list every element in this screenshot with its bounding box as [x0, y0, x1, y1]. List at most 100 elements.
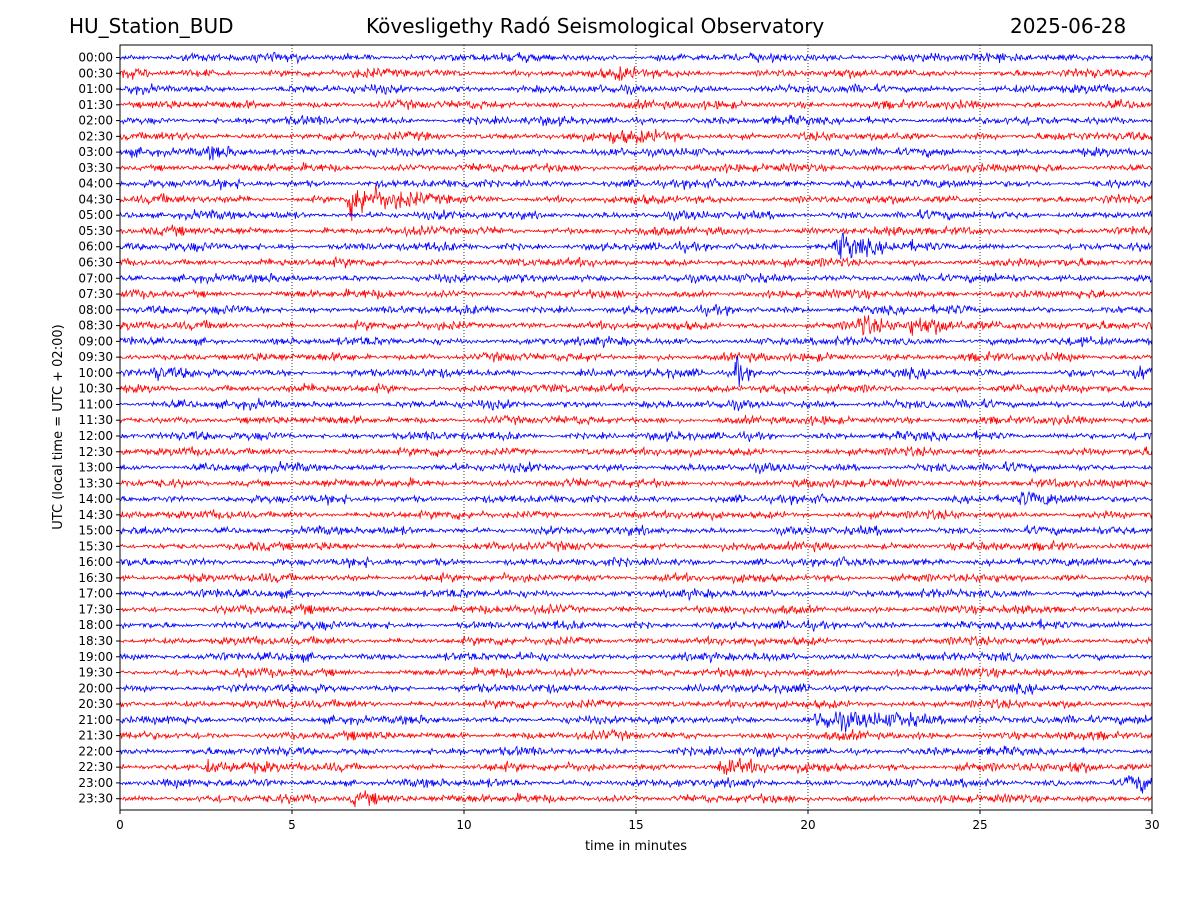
y-tick-label: 17:30	[78, 602, 113, 616]
y-tick-label: 22:00	[78, 744, 113, 758]
y-tick-label: 01:30	[78, 98, 113, 112]
trace-0900	[119, 335, 1153, 348]
x-tick-label: 0	[116, 818, 124, 832]
trace-0830	[119, 315, 1153, 337]
y-tick-label: 19:30	[78, 666, 113, 680]
trace-0400	[119, 177, 1153, 191]
y-tick-label: 03:00	[78, 145, 113, 159]
observatory-title: Kövesligethy Radó Seismological Observat…	[366, 14, 825, 38]
y-tick-label: 13:30	[78, 476, 113, 490]
y-tick-label: 16:30	[78, 571, 113, 585]
y-tick-label: 07:30	[78, 287, 113, 301]
y-tick-label: 06:30	[78, 256, 113, 270]
trace-0700	[119, 272, 1153, 285]
trace-0100	[119, 82, 1153, 96]
x-tick-label: 25	[972, 818, 987, 832]
trace-0430	[119, 185, 1153, 221]
trace-1700	[119, 587, 1153, 602]
y-tick-label: 12:30	[78, 445, 113, 459]
y-tick-label: 05:30	[78, 224, 113, 238]
trace-2030	[119, 698, 1153, 711]
trace-0800	[119, 303, 1153, 317]
y-tick-label: 22:30	[78, 760, 113, 774]
x-axis-ticks: 0 5 10 15 20 25 30	[116, 810, 1160, 832]
y-tick-label: 10:30	[78, 382, 113, 396]
trace-1130	[119, 414, 1153, 426]
y-tick-label: 13:00	[78, 461, 113, 475]
x-axis-label: time in minutes	[585, 839, 687, 854]
trace-2330	[119, 790, 1153, 808]
trace-2230	[119, 757, 1153, 775]
trace-0330	[119, 162, 1153, 174]
y-tick-label: 14:30	[78, 508, 113, 522]
trace-1030	[119, 382, 1153, 395]
trace-0930	[119, 351, 1153, 363]
y-tick-label: 14:00	[78, 492, 113, 506]
y-tick-label: 16:00	[78, 555, 113, 569]
trace-1530	[119, 540, 1153, 553]
trace-0230	[119, 128, 1153, 144]
trace-1730	[119, 603, 1153, 616]
trace-1100	[119, 397, 1153, 412]
date-title: 2025-06-28	[1010, 14, 1127, 38]
seismogram-traces	[119, 51, 1153, 808]
trace-0630	[119, 255, 1153, 269]
trace-0030	[119, 66, 1153, 81]
x-tick-label: 30	[1144, 818, 1159, 832]
y-tick-label: 23:00	[78, 776, 113, 790]
trace-0600	[119, 231, 1153, 260]
trace-0000	[119, 51, 1153, 65]
y-tick-label: 21:30	[78, 729, 113, 743]
trace-2000	[119, 682, 1153, 695]
y-tick-label: 18:00	[78, 618, 113, 632]
trace-1800	[119, 618, 1153, 632]
trace-1630	[119, 571, 1153, 585]
trace-2100	[119, 711, 1153, 733]
y-tick-label: 19:00	[78, 650, 113, 664]
trace-2300	[119, 775, 1153, 794]
x-tick-label: 10	[456, 818, 471, 832]
x-tick-label: 5	[288, 818, 296, 832]
y-tick-label: 09:00	[78, 334, 113, 348]
trace-1230	[119, 445, 1153, 459]
y-tick-label: 03:30	[78, 161, 113, 175]
trace-1200	[119, 430, 1153, 443]
y-tick-label: 04:30	[78, 192, 113, 206]
trace-2130	[119, 728, 1153, 742]
trace-2200	[119, 745, 1153, 758]
trace-0200	[119, 114, 1153, 127]
trace-0730	[119, 288, 1153, 301]
y-tick-label: 20:30	[78, 697, 113, 711]
station-title: HU_Station_BUD	[69, 14, 234, 38]
y-tick-label: 21:00	[78, 713, 113, 727]
trace-1330	[119, 477, 1153, 490]
y-tick-label: 15:00	[78, 524, 113, 538]
trace-1000	[119, 355, 1153, 388]
y-tick-label: 11:00	[78, 397, 113, 411]
y-tick-label: 11:30	[78, 413, 113, 427]
grid-lines	[291, 45, 981, 810]
trace-1830	[119, 634, 1153, 648]
trace-0500	[119, 209, 1153, 222]
trace-1930	[119, 666, 1153, 679]
y-tick-label: 04:00	[78, 177, 113, 191]
y-tick-label: 07:00	[78, 271, 113, 285]
trace-0530	[119, 224, 1153, 238]
y-tick-label: 23:30	[78, 792, 113, 806]
trace-1430	[119, 509, 1153, 522]
y-tick-label: 08:00	[78, 303, 113, 317]
trace-1400	[119, 490, 1153, 507]
trace-0300	[119, 145, 1153, 161]
trace-1900	[119, 650, 1153, 664]
y-tick-label: 02:00	[78, 114, 113, 128]
y-tick-label: 05:00	[78, 208, 113, 222]
y-tick-label: 17:00	[78, 587, 113, 601]
y-tick-label: 09:30	[78, 350, 113, 364]
x-tick-label: 15	[628, 818, 643, 832]
y-tick-label: 02:30	[78, 129, 113, 143]
y-tick-label: 20:00	[78, 681, 113, 695]
y-tick-label: 18:30	[78, 634, 113, 648]
y-tick-label: 12:00	[78, 429, 113, 443]
